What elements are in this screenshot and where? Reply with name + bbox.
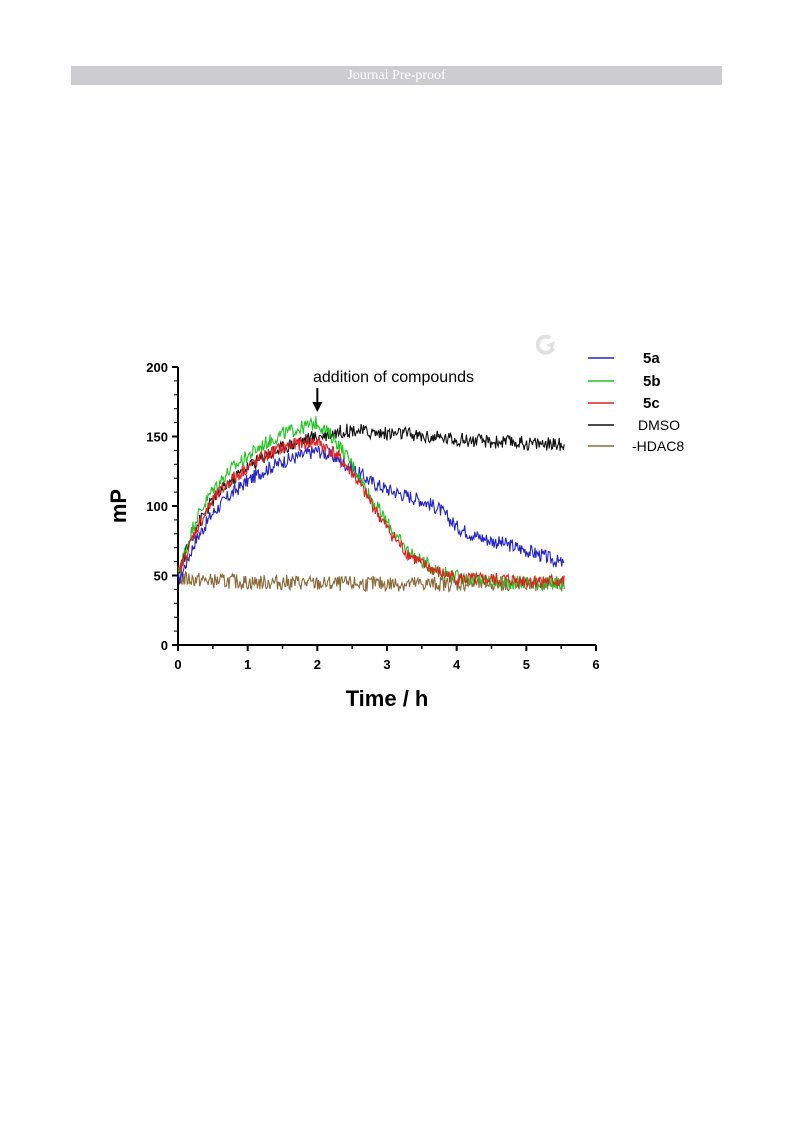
- x-tick-label: 2: [314, 657, 321, 672]
- y-tick-label: 100: [146, 499, 168, 514]
- legend-label-dmso: DMSO: [638, 417, 680, 433]
- x-tick-label: 5: [523, 657, 530, 672]
- y-tick-label: 50: [154, 569, 168, 584]
- series-line-5c: [177, 435, 565, 589]
- journal-banner: Journal Pre-proof: [71, 66, 722, 85]
- series-layer: [177, 416, 565, 593]
- legend-label-5a: 5a: [643, 350, 660, 367]
- x-tick-label: 0: [174, 657, 181, 672]
- legend-label-5b: 5b: [643, 373, 661, 390]
- x-tick-label: 3: [383, 657, 390, 672]
- axes-layer: [172, 366, 597, 651]
- series-line-hdac8: [177, 570, 565, 593]
- tick-labels-layer: 0 1 2 3 4 5 6 0 50 100 150 200: [146, 360, 599, 672]
- series-line-5a: [177, 446, 565, 585]
- x-axis-title: Time / h: [346, 686, 429, 711]
- y-tick-label: 200: [146, 360, 168, 375]
- annotation-arrow-head: [312, 402, 323, 412]
- annotation-label: addition of compounds: [313, 369, 474, 386]
- legend-label-hdac8: -HDAC8: [632, 438, 684, 454]
- circular-arrow-icon: [536, 334, 555, 355]
- x-tick-label: 1: [244, 657, 251, 672]
- y-tick-label: 0: [161, 638, 168, 653]
- annotation-arrow: [312, 388, 323, 412]
- legend-label-5c: 5c: [643, 395, 660, 412]
- x-tick-label: 4: [453, 657, 461, 672]
- legend: 5a 5b 5c DMSO -HDAC8: [588, 350, 684, 454]
- y-tick-label: 150: [146, 430, 168, 445]
- y-axis-title: mP: [106, 489, 131, 523]
- x-tick-label: 6: [592, 657, 599, 672]
